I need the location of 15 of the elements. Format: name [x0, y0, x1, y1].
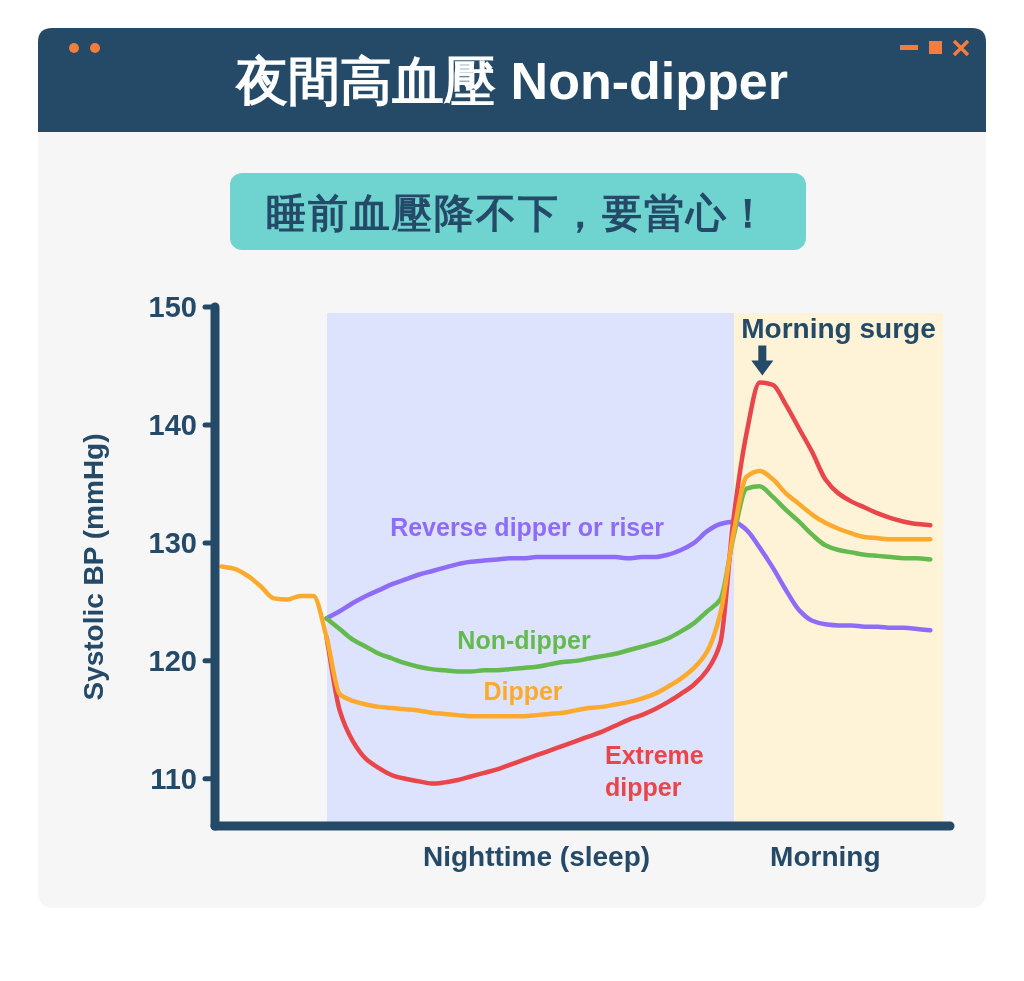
series-label: Non-dipper: [457, 626, 591, 654]
y-axis-title: Systolic BP (mmHg): [78, 433, 109, 701]
annotation: Morning surge: [741, 313, 936, 344]
series-label: Dipper: [483, 677, 563, 705]
y-tick-label: 110: [150, 762, 197, 795]
y-tick-label: 150: [148, 291, 197, 323]
x-tick-label: Nighttime (sleep): [422, 841, 651, 872]
y-tick-label: 130: [148, 526, 197, 559]
x-tick-label: Morning: [770, 841, 881, 872]
y-tick-label: 120: [148, 644, 197, 677]
series-label: Extreme dipper: [605, 741, 704, 801]
chart-subtitle: 睡前血壓降不下，要當心！: [266, 191, 770, 235]
y-tick-label: 140: [148, 408, 197, 441]
series-label: Reverse dipper or riser: [390, 513, 665, 541]
chart-title: 夜間高血壓 Non-dipper: [234, 52, 788, 110]
